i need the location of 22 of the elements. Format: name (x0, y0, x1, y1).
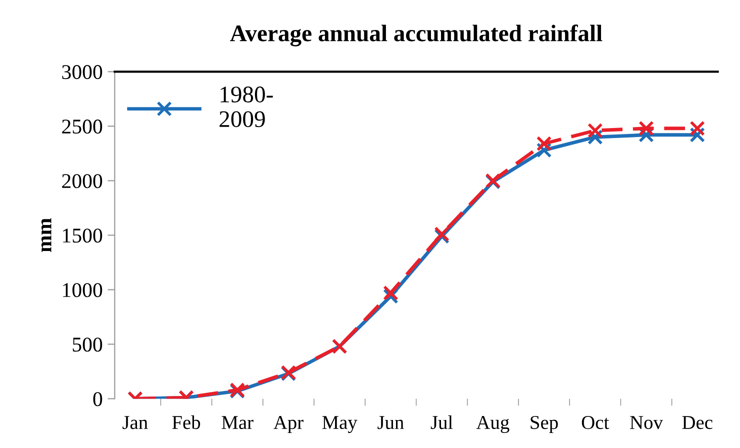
y-tick-label: 1000 (63, 283, 102, 298)
x-tick-label: Jun (378, 416, 404, 430)
y-tick-label: 3000 (62, 65, 102, 80)
y-tick-label: 500 (72, 338, 102, 352)
x-tick-label: Dec (682, 416, 712, 430)
x-tick-label: Feb (172, 415, 200, 430)
legend-label: 1980-2009 (220, 86, 273, 128)
x-tick-label: May (322, 416, 358, 434)
chart-title: Average annual accumulated rainfall (230, 24, 602, 46)
x-tick-label: Nov (630, 416, 663, 430)
y-tick-label: 0 (93, 392, 102, 406)
y-tick-label: 2000 (62, 174, 102, 188)
x-tick-label: Aug (476, 416, 510, 434)
x-tick-label: Jan (122, 416, 148, 430)
y-tick-label: 1500 (63, 228, 102, 243)
x-tick-label: Sep (530, 416, 558, 434)
x-tick-label: Oct (582, 416, 610, 430)
y-tick-label: 2500 (62, 120, 102, 134)
x-tick-label: Apr (274, 416, 304, 434)
x-tick-label: Jul (430, 415, 453, 430)
y-axis-title: mm (41, 218, 52, 252)
x-tick-label: Mar (222, 416, 254, 430)
